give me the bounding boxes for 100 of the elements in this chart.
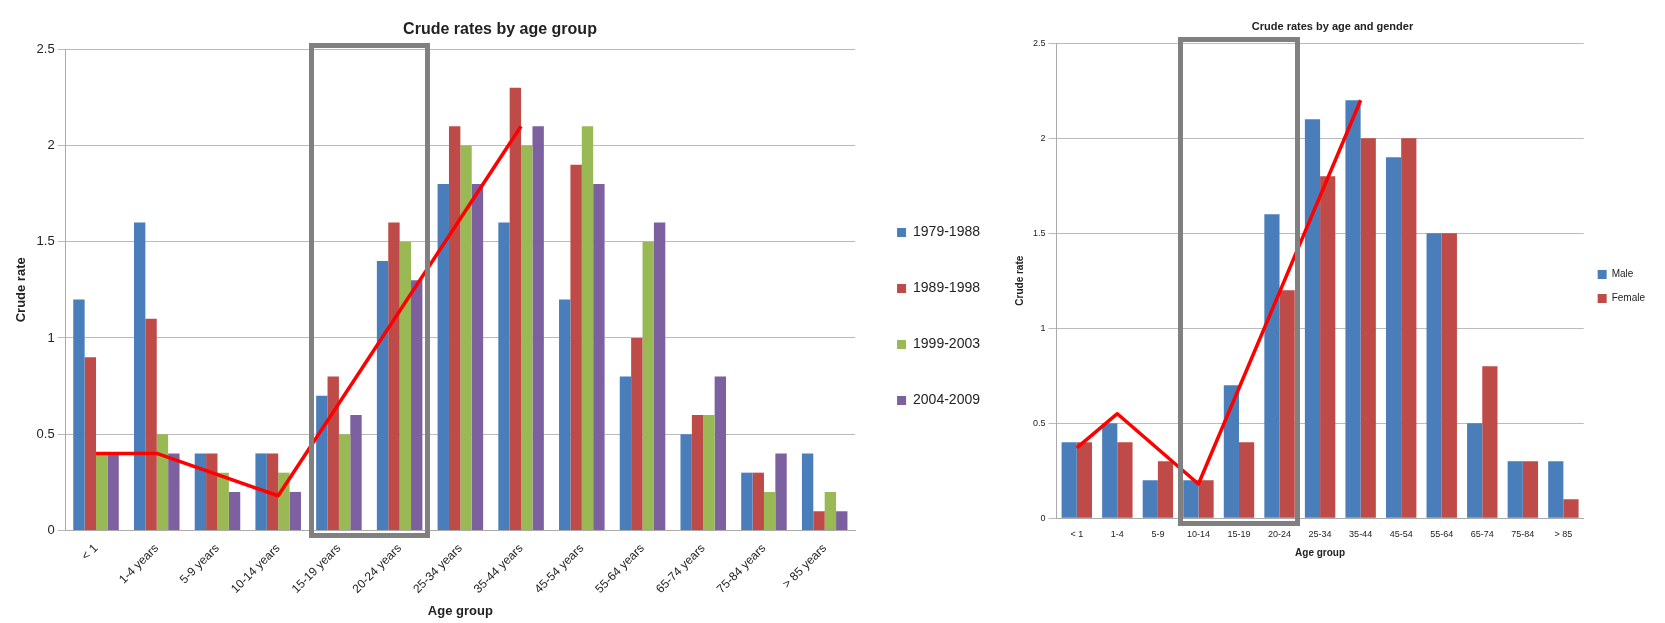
bar — [133, 222, 146, 530]
bar — [255, 453, 267, 530]
bar — [703, 414, 715, 530]
x-tick-label: > 85 — [1554, 529, 1573, 540]
bar — [642, 241, 654, 530]
bar — [680, 434, 692, 530]
x-axis-title: Age group — [427, 602, 493, 618]
bar — [1304, 119, 1321, 518]
bar — [521, 145, 533, 530]
y-tick-label: 0 — [1040, 512, 1046, 523]
bar — [228, 491, 241, 530]
bar — [73, 299, 85, 530]
bar — [1238, 442, 1255, 518]
bar — [168, 453, 180, 530]
bar — [559, 299, 571, 530]
bar — [653, 222, 666, 530]
bar — [266, 453, 279, 530]
bar — [836, 511, 848, 530]
bar — [460, 145, 472, 530]
x-tick-label: 65-74 — [1470, 529, 1494, 540]
y-tick-label: 1.5 — [36, 233, 55, 249]
legend-label: 1999-2003 — [913, 335, 981, 352]
bar — [801, 453, 814, 530]
x-tick-label: 25-34 — [1308, 529, 1332, 540]
bar — [107, 453, 119, 530]
bar — [691, 414, 704, 530]
bar — [1426, 233, 1442, 518]
y-tick-label: 0 — [47, 521, 55, 537]
bar — [1223, 385, 1239, 518]
y-tick-label: 2 — [47, 137, 55, 153]
bar — [1157, 461, 1174, 518]
bar — [824, 491, 837, 530]
bar — [156, 434, 169, 530]
bar — [581, 126, 594, 530]
bar — [1117, 442, 1133, 518]
bar — [376, 260, 389, 530]
bar — [437, 183, 449, 530]
y-tick-label: 1 — [47, 329, 55, 345]
bar — [1482, 366, 1498, 518]
bar — [1548, 461, 1564, 518]
bar — [570, 164, 582, 530]
legend-label: 2004-2009 — [913, 391, 981, 408]
bar — [194, 453, 207, 530]
x-axis-title: Age group — [1295, 546, 1346, 558]
bar — [714, 376, 727, 530]
legend-label: 1979-1988 — [913, 223, 981, 240]
bar — [1102, 423, 1118, 518]
bar — [631, 337, 643, 530]
x-tick-label: 20-24 — [1268, 529, 1292, 540]
bar — [1441, 233, 1457, 518]
bar — [289, 491, 301, 530]
y-tick-label: 2 — [1040, 132, 1046, 143]
bar — [411, 280, 423, 530]
bar — [775, 453, 787, 530]
bar — [327, 376, 339, 530]
bar — [532, 126, 544, 530]
bar — [1279, 290, 1295, 518]
bar — [206, 453, 218, 530]
bar — [498, 222, 510, 530]
bar — [217, 472, 229, 530]
x-tick-label: 45-54 — [1389, 529, 1413, 540]
y-tick-label: 2.5 — [36, 40, 55, 56]
y-tick-label: 0.5 — [36, 425, 55, 441]
chart-title: Crude rates by age and gender — [1251, 19, 1414, 32]
bar — [1522, 461, 1539, 518]
y-tick-label: 1.5 — [1033, 227, 1046, 238]
bar — [316, 395, 328, 530]
bar — [1385, 157, 1402, 518]
y-axis-title: Crude rate — [13, 257, 29, 323]
legend-label: Male — [1611, 268, 1634, 280]
x-tick-label: 1-4 — [1110, 529, 1124, 540]
bar — [619, 376, 632, 530]
x-tick-label: 15-19 — [1227, 529, 1251, 540]
bar — [399, 241, 412, 530]
bar — [1320, 176, 1336, 518]
bar — [96, 453, 108, 530]
bar — [1198, 480, 1214, 518]
bar — [448, 126, 461, 530]
y-tick-label: 2.5 — [1033, 37, 1046, 48]
bar — [1264, 214, 1280, 518]
y-axis-title: Crude rate — [1013, 255, 1025, 306]
bar — [1061, 442, 1077, 518]
x-tick-label: < 1 — [1070, 529, 1084, 540]
x-tick-label: 55-64 — [1430, 529, 1454, 540]
bar — [813, 511, 825, 530]
y-tick-label: 1 — [1040, 322, 1046, 333]
legend-label: 1989-1998 — [913, 279, 981, 296]
bar — [1401, 138, 1417, 518]
bar — [145, 318, 157, 530]
bar — [509, 87, 522, 530]
x-tick-label: < 1 — [78, 540, 101, 563]
bar — [388, 222, 400, 530]
chart-title: Crude rates by age group — [403, 20, 598, 38]
x-tick-label: 75-84 — [1511, 529, 1535, 540]
bar — [1467, 423, 1483, 518]
bar — [1076, 442, 1092, 518]
bar — [763, 491, 776, 530]
bar — [1345, 100, 1361, 518]
y-tick-label: 0.5 — [1033, 417, 1046, 428]
bar — [1563, 499, 1579, 518]
